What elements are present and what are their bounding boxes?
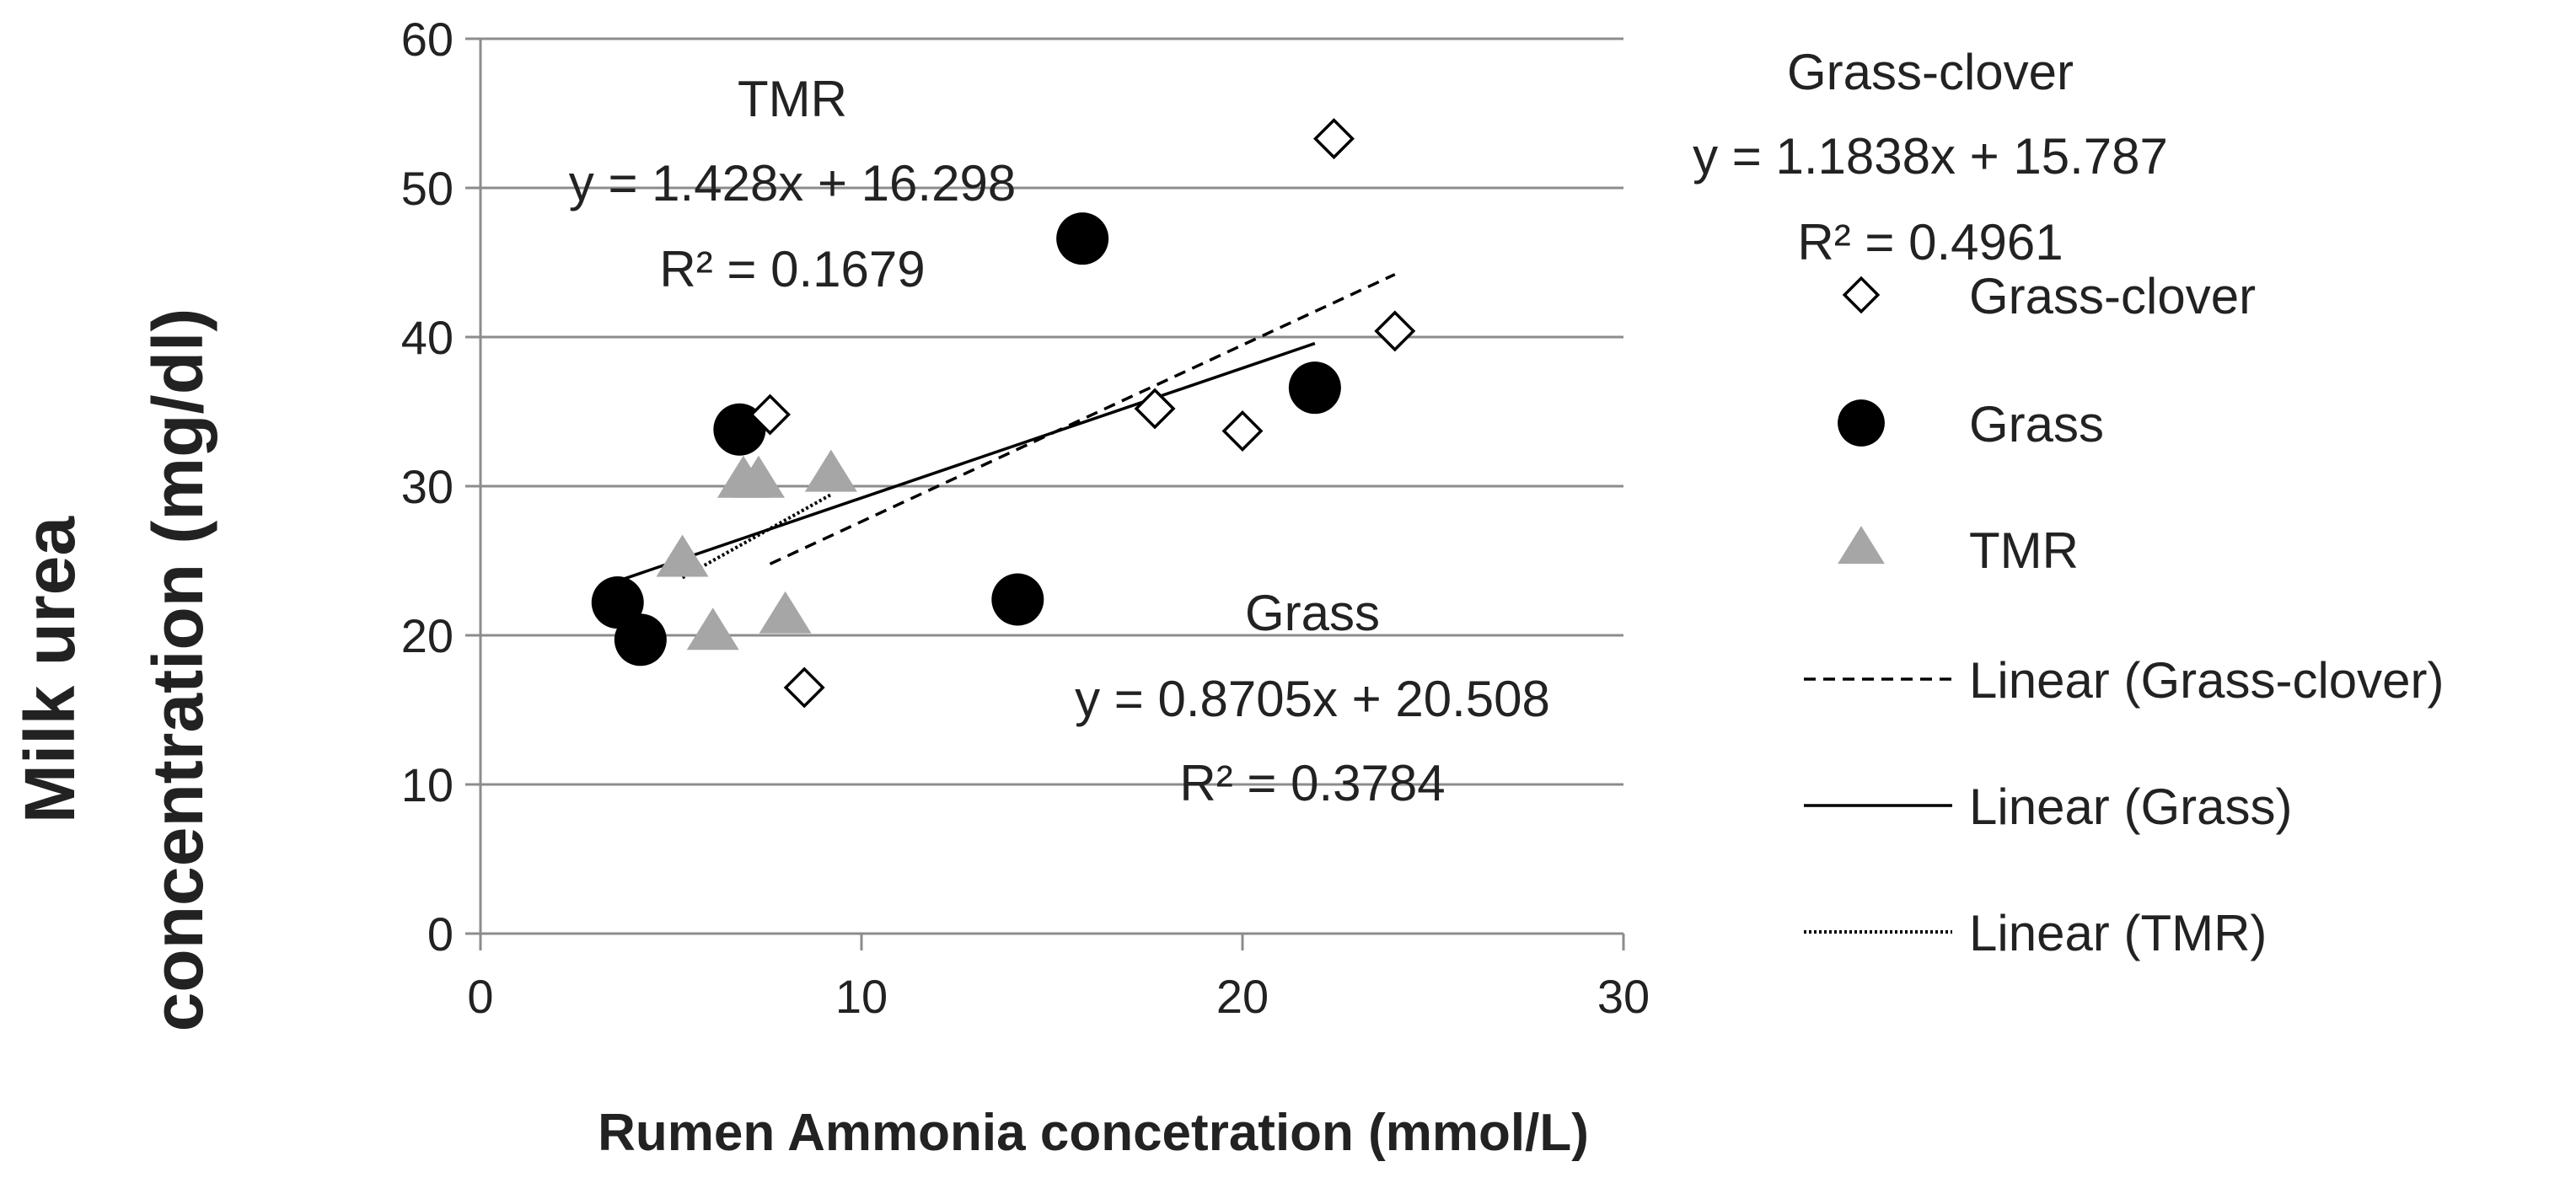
- x-tick-label: 20: [1216, 970, 1269, 1023]
- annotation-tmr-line: R² = 0.1679: [659, 241, 925, 297]
- annotation-grass-line: R² = 0.3784: [1179, 755, 1445, 811]
- y-tick-label: 20: [401, 609, 453, 662]
- y-axis-title-line1: Milk urea: [10, 516, 89, 823]
- trendline-layer: [617, 273, 1396, 583]
- data-point-grass-clover: [1313, 118, 1355, 160]
- y-tick-label: 0: [427, 907, 453, 961]
- legend-label-grass-clover: Grass-clover: [1969, 268, 2256, 324]
- legend: Grass-clover Grass TMR Linear (Grass-clover…: [1804, 268, 2444, 961]
- x-tick-label: 0: [467, 970, 493, 1023]
- annotation-grass-clover-line: R² = 0.4961: [1797, 214, 2063, 270]
- axis-layer: 0 10 20 30 40 50 60 0 10 20 30: [401, 13, 1650, 1023]
- legend-marker-tmr: [1838, 526, 1885, 565]
- data-point-grass: [1288, 361, 1341, 415]
- annotation-tmr-line: y = 1.428x + 16.298: [569, 155, 1016, 211]
- data-point-grass-clover: [1221, 410, 1264, 452]
- x-tick-label: 10: [835, 970, 888, 1023]
- y-tick-label: 30: [401, 460, 453, 513]
- data-point-tmr: [804, 449, 857, 492]
- annotation-grass-clover-line: y = 1.1838x + 15.787: [1693, 128, 2168, 185]
- trendline-grass-clover: [769, 273, 1396, 565]
- legend-trend-label-grass-clover: Linear (Grass-clover): [1969, 652, 2444, 709]
- data-point-tmr: [656, 534, 709, 577]
- legend-marker-grass: [1838, 399, 1885, 447]
- data-point-tmr: [732, 455, 785, 498]
- x-tick-label: 30: [1597, 970, 1650, 1023]
- trendline-tmr: [681, 493, 832, 580]
- annotation-grass-clover-line: Grass-clover: [1787, 44, 2074, 100]
- data-point-tmr: [686, 608, 739, 650]
- y-axis-title-line2: concentration (mg/dl): [138, 308, 217, 1032]
- data-point-grass-clover: [1134, 388, 1176, 430]
- data-point-grass-clover: [749, 393, 791, 436]
- grid-layer: [480, 37, 1623, 935]
- data-point-grass-clover: [1374, 310, 1416, 352]
- data-point-layer: [591, 118, 1416, 709]
- legend-trend-label-grass: Linear (Grass): [1969, 779, 2292, 835]
- data-point-tmr: [759, 591, 812, 634]
- y-tick-label: 60: [401, 13, 453, 66]
- data-point-grass: [591, 576, 644, 629]
- annotation-grass-line: y = 0.8705x + 20.508: [1075, 671, 1550, 727]
- legend-label-grass: Grass: [1969, 396, 2104, 452]
- data-point-grass: [614, 613, 667, 666]
- data-point-grass: [1056, 212, 1109, 265]
- legend-label-tmr: TMR: [1969, 522, 2079, 579]
- x-axis-title: Rumen Ammonia concetration (mmol/L): [598, 1104, 1589, 1162]
- y-tick-label: 50: [401, 162, 453, 215]
- y-tick-label: 10: [401, 758, 453, 811]
- annotation-tmr-line: TMR: [738, 71, 847, 127]
- annotation-grass-line: Grass: [1245, 585, 1380, 641]
- annotation-layer: TMR y = 1.428x + 16.298 R² = 0.1679 Grass-c…: [569, 44, 2168, 811]
- trendline-grass: [617, 341, 1316, 583]
- data-point-grass: [991, 573, 1044, 626]
- legend-trend-label-tmr: Linear (TMR): [1969, 905, 2267, 961]
- y-tick-label: 40: [401, 311, 453, 364]
- legend-marker-grass-clover: [1842, 276, 1881, 314]
- data-point-grass-clover: [783, 666, 825, 709]
